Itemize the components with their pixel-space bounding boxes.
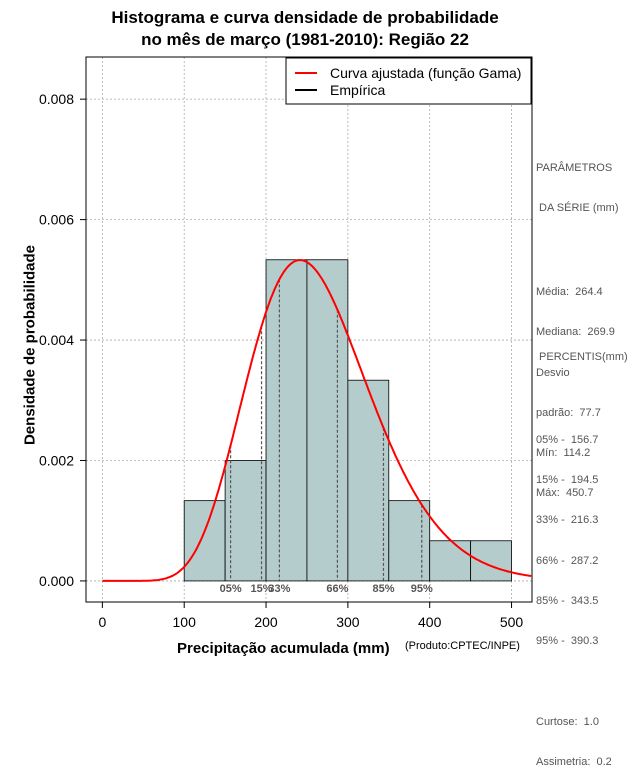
- y-tick-label: 0.006: [39, 212, 74, 228]
- chart-title-line1: Histograma e curva densidade de probabil…: [111, 8, 499, 27]
- percentiles-heading: PERCENTIS(mm): [536, 350, 628, 363]
- histogram-bar: [429, 540, 472, 582]
- param-mean: Média: 264.4: [536, 286, 603, 299]
- y-tick-label: 0.004: [39, 332, 74, 348]
- params-heading: PARÂMETROS: [536, 161, 613, 174]
- percentile-label: 33%: [268, 583, 290, 595]
- chart-title-line2: no mês de março (1981-2010): Região 22: [141, 30, 469, 49]
- param-median: Mediana: 269.9: [536, 326, 615, 339]
- percentile-label: 95%: [411, 583, 433, 595]
- percentile-33: 33% - 216.3: [536, 514, 599, 527]
- percentile-05: 05% - 156.7: [536, 433, 599, 446]
- percentile-15: 15% - 194.5: [536, 474, 599, 487]
- x-tick-label: 100: [173, 614, 197, 630]
- histogram-bar: [470, 540, 512, 582]
- param-std-label: Desvio: [536, 366, 570, 379]
- gamma-fit-curve: [102, 259, 532, 582]
- y-tick-label: 0.000: [39, 573, 74, 589]
- x-tick-label: 0: [98, 614, 106, 630]
- x-axis-label: Precipitação acumulada (mm): [177, 640, 390, 657]
- y-tick-label: 0.008: [39, 91, 74, 107]
- histogram-bar: [265, 259, 308, 582]
- legend-box: [285, 57, 532, 105]
- legend-label: Curva ajustada (função Gama): [330, 65, 521, 81]
- x-tick-label: 500: [500, 614, 524, 630]
- histogram-bar: [347, 379, 390, 582]
- legend-label: Empírica: [330, 82, 385, 98]
- histogram-chart: 05% 15%33% 66% 85% 95% 0 100 200 300 400 500 0.000 0…: [39, 56, 533, 630]
- product-credit: (Produto:CPTEC/INPE): [405, 640, 520, 652]
- y-tick-label: 0.002: [39, 452, 74, 468]
- x-tick-label: 300: [336, 614, 360, 630]
- percentile-label: 85%: [372, 583, 394, 595]
- params-heading-unit: DA SÉRIE (mm): [536, 202, 619, 215]
- histogram-bar: [388, 500, 431, 582]
- param-std: padrão: 77.7: [536, 406, 601, 419]
- percentile-95: 95% - 390.3: [536, 634, 599, 647]
- percentile-66: 66% - 287.2: [536, 554, 599, 567]
- skewness: Assimetria: 0.2: [536, 756, 612, 769]
- percentiles-panel: PERCENTIS(mm) 05% - 156.7 15% - 194.5 33…: [536, 324, 628, 783]
- y-axis-label: Densidade de probabilidade: [21, 244, 39, 446]
- histogram-bar: [306, 259, 349, 582]
- percentile-label: 05%: [220, 583, 242, 595]
- percentile-label: 15%: [251, 583, 273, 595]
- kurtosis: Curtose: 1.0: [536, 715, 599, 728]
- histogram-bar: [224, 460, 267, 582]
- plot-frame: [85, 56, 533, 603]
- x-tick-label: 400: [418, 614, 442, 630]
- param-max: Máx: 450.7: [536, 487, 594, 500]
- x-tick-label: 200: [254, 614, 278, 630]
- percentile-85: 85% - 343.5: [536, 594, 599, 607]
- percentile-label: 66%: [326, 583, 348, 595]
- histogram-bar: [183, 500, 226, 582]
- series-parameters-panel: PARÂMETROS DA SÉRIE (mm) Média: 264.4 Me…: [536, 135, 619, 514]
- param-min: Mín: 114.2: [536, 446, 591, 459]
